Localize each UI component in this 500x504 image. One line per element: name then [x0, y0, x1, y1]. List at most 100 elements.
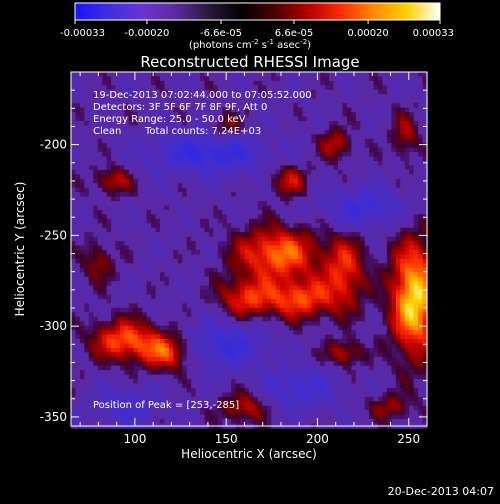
- heatmap-cell: [160, 201, 165, 206]
- heatmap-cell: [98, 241, 103, 246]
- heatmap-cell: [329, 335, 334, 340]
- heatmap-cell: [129, 148, 134, 153]
- heatmap-cell: [169, 263, 174, 268]
- heatmap-cell: [414, 165, 419, 170]
- heatmap-cell: [231, 263, 236, 268]
- heatmap-cell: [213, 339, 218, 344]
- heatmap-cell: [133, 254, 138, 259]
- heatmap-cell: [405, 308, 410, 313]
- heatmap-cell: [178, 241, 183, 246]
- heatmap-cell: [356, 268, 361, 273]
- heatmap-cell: [196, 286, 201, 291]
- heatmap-cell: [75, 295, 80, 300]
- heatmap-cell: [271, 117, 276, 122]
- heatmap-cell: [111, 263, 116, 268]
- heatmap-cell: [124, 223, 129, 228]
- heatmap-cell: [213, 157, 218, 162]
- heatmap-cell: [356, 259, 361, 264]
- heatmap-cell: [156, 139, 161, 144]
- heatmap-cell: [320, 134, 325, 139]
- heatmap-cell: [80, 250, 85, 255]
- heatmap-cell: [400, 330, 405, 335]
- heatmap-cell: [164, 246, 169, 251]
- heatmap-cell: [182, 277, 187, 282]
- heatmap-cell: [71, 263, 76, 268]
- heatmap-cell: [391, 143, 396, 148]
- heatmap-cell: [334, 108, 339, 113]
- heatmap-cell: [276, 286, 281, 291]
- heatmap-cell: [298, 263, 303, 268]
- heatmap-cell: [316, 125, 321, 130]
- heatmap-cell: [84, 161, 89, 166]
- heatmap-cell: [383, 170, 388, 175]
- heatmap-cell: [267, 125, 272, 130]
- heatmap-cell: [253, 232, 258, 237]
- heatmap-cell: [267, 299, 272, 304]
- heatmap-cell: [338, 281, 343, 286]
- heatmap-cell: [209, 188, 214, 193]
- heatmap-cell: [138, 170, 143, 175]
- heatmap-cell: [418, 152, 423, 157]
- heatmap-cell: [302, 165, 307, 170]
- heatmap-cell: [116, 197, 121, 202]
- heatmap-cell: [378, 125, 383, 130]
- heatmap-cell: [409, 335, 414, 340]
- heatmap-cell: [151, 272, 156, 277]
- heatmap-cell: [187, 308, 192, 313]
- heatmap-cell: [138, 81, 143, 86]
- heatmap-cell: [311, 170, 316, 175]
- heatmap-cell: [414, 94, 419, 99]
- heatmap-cell: [249, 201, 254, 206]
- heatmap-cell: [400, 299, 405, 304]
- heatmap-cell: [289, 72, 294, 77]
- heatmap-cell: [156, 72, 161, 77]
- heatmap-cell: [222, 259, 227, 264]
- heatmap-cell: [138, 72, 143, 77]
- heatmap-cell: [374, 228, 379, 233]
- heatmap-cell: [93, 286, 98, 291]
- heatmap-cell: [356, 277, 361, 282]
- heatmap-cell: [173, 72, 178, 77]
- heatmap-cell: [182, 157, 187, 162]
- heatmap-cell: [209, 161, 214, 166]
- heatmap-cell: [71, 295, 76, 300]
- heatmap-cell: [75, 161, 80, 166]
- heatmap-cell: [365, 81, 370, 86]
- heatmap-cell: [182, 81, 187, 86]
- heatmap-cell: [271, 183, 276, 188]
- heatmap-cell: [218, 303, 223, 308]
- heatmap-cell: [329, 232, 334, 237]
- heatmap-cell: [342, 246, 347, 251]
- heatmap-cell: [187, 343, 192, 348]
- heatmap-cell: [271, 112, 276, 117]
- heatmap-cell: [182, 241, 187, 246]
- heatmap-cell: [298, 161, 303, 166]
- heatmap-cell: [267, 277, 272, 282]
- heatmap-cell: [356, 286, 361, 291]
- heatmap-cell: [227, 219, 232, 224]
- heatmap-cell: [271, 299, 276, 304]
- heatmap-cell: [102, 272, 107, 277]
- heatmap-cell: [414, 254, 419, 259]
- heatmap-cell: [396, 188, 401, 193]
- heatmap-cell: [116, 210, 121, 215]
- heatmap-cell: [267, 223, 272, 228]
- heatmap-cell: [369, 76, 374, 81]
- heatmap-cell: [129, 295, 134, 300]
- heatmap-cell: [396, 214, 401, 219]
- heatmap-cell: [414, 183, 419, 188]
- heatmap-cell: [400, 183, 405, 188]
- heatmap-cell: [147, 214, 152, 219]
- heatmap-cell: [240, 277, 245, 282]
- heatmap-cell: [173, 165, 178, 170]
- heatmap-cell: [365, 263, 370, 268]
- heatmap-cell: [75, 250, 80, 255]
- heatmap-cell: [205, 312, 210, 317]
- heatmap-cell: [396, 157, 401, 162]
- heatmap-cell: [320, 228, 325, 233]
- heatmap-cell: [276, 152, 281, 157]
- heatmap-cell: [365, 139, 370, 144]
- heatmap-cell: [289, 326, 294, 331]
- heatmap-cell: [302, 219, 307, 224]
- heatmap-cell: [196, 201, 201, 206]
